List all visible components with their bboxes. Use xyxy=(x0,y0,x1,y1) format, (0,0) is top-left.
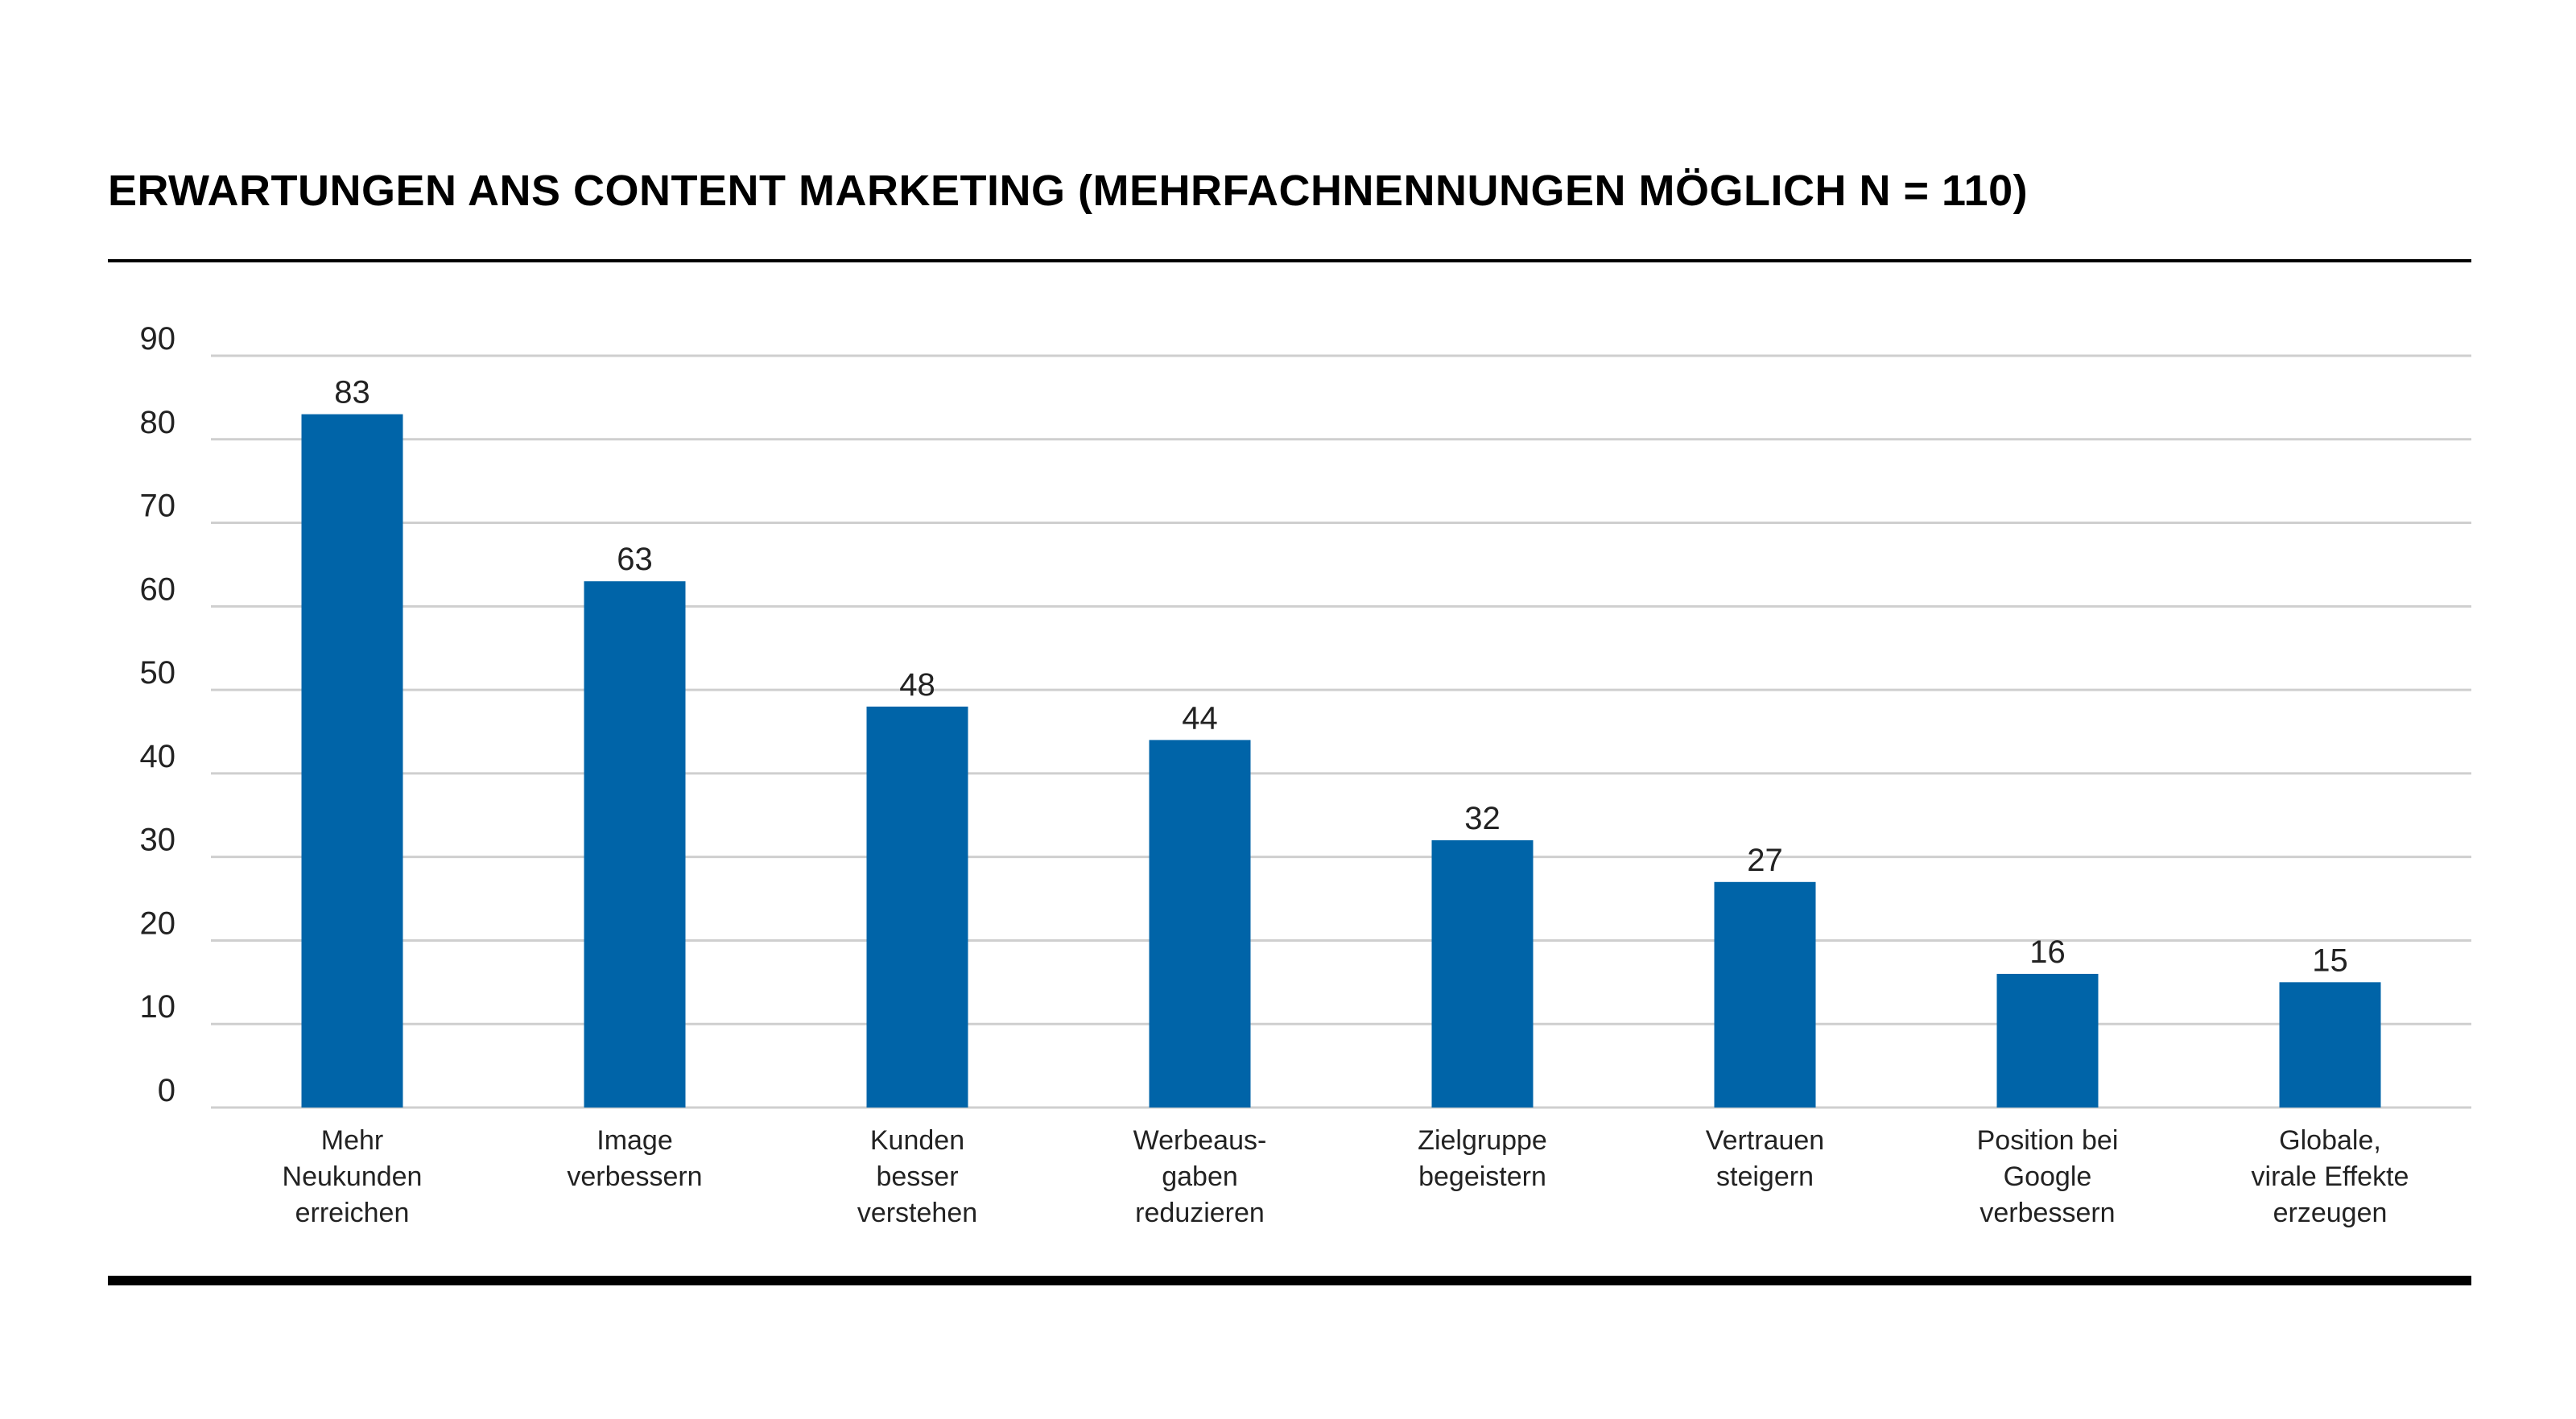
bar-value-label: 63 xyxy=(617,542,653,577)
bar xyxy=(1714,881,1816,1108)
category-label-line: reduzieren xyxy=(1135,1198,1265,1228)
bar-value-label: 48 xyxy=(899,667,935,703)
category-label: Vertrauen steigern xyxy=(1706,1125,1824,1192)
bar xyxy=(1431,839,1534,1108)
category-label-line: gaben xyxy=(1162,1161,1238,1192)
category-label-line: Vertrauen xyxy=(1706,1125,1824,1156)
category-label-line: Zielgruppe xyxy=(1418,1125,1547,1156)
y-tick-label: 60 xyxy=(140,571,176,607)
value-labels: 83 63 48 44 32 27 16 15 xyxy=(334,375,2348,979)
y-tick-label: 40 xyxy=(140,739,176,774)
y-tick-label: 10 xyxy=(140,989,176,1025)
bar xyxy=(2279,982,2381,1108)
category-label-line: Kunden xyxy=(870,1125,964,1156)
gridlines xyxy=(211,354,2471,1109)
category-label-line: erreichen xyxy=(295,1198,410,1228)
bar-value-label: 27 xyxy=(1747,843,1783,878)
y-axis-ticks: 0 10 20 30 40 50 60 70 80 90 xyxy=(140,321,176,1108)
category-label-line: Globale, xyxy=(2279,1125,2381,1156)
bar xyxy=(301,414,403,1108)
bars xyxy=(301,414,2381,1108)
category-label-line: erzeugen xyxy=(2273,1198,2388,1228)
y-tick-label: 90 xyxy=(140,321,176,357)
y-tick-label: 0 xyxy=(158,1073,175,1108)
category-label-line: steigern xyxy=(1716,1161,1814,1192)
category-label-line: verbessern xyxy=(567,1161,702,1192)
bar xyxy=(866,706,968,1108)
category-label-line: Google xyxy=(2004,1161,2092,1192)
y-tick-label: 30 xyxy=(140,823,176,858)
bottom-divider xyxy=(108,1276,2471,1285)
category-label-line: verstehen xyxy=(857,1198,977,1228)
category-label: Image verbessern xyxy=(567,1125,702,1192)
category-label-line: Position bei xyxy=(1977,1125,2119,1156)
category-label: Werbeaus-gaben reduzieren xyxy=(1133,1125,1267,1228)
title-divider xyxy=(108,259,2471,262)
category-label: Mehr Neukunden erreichen xyxy=(283,1125,423,1228)
category-label-line: verbessern xyxy=(1979,1198,2115,1228)
bar-value-label: 83 xyxy=(334,375,370,410)
y-tick-label: 20 xyxy=(140,905,176,941)
category-label-line: begeistern xyxy=(1418,1161,1546,1192)
category-label-line: besser xyxy=(876,1161,958,1192)
bar xyxy=(1149,740,1251,1108)
bar xyxy=(1996,973,2099,1108)
bar-value-label: 15 xyxy=(2312,943,2348,978)
bar-value-label: 44 xyxy=(1182,700,1218,736)
y-tick-label: 70 xyxy=(140,489,176,524)
y-tick-label: 50 xyxy=(140,655,176,691)
category-label-line: Werbeaus- xyxy=(1133,1125,1267,1156)
category-label-line: virale Effekte xyxy=(2252,1161,2409,1192)
category-label-line: Neukunden xyxy=(283,1161,423,1192)
bar-value-label: 16 xyxy=(2029,934,2066,970)
category-label-line: Mehr xyxy=(321,1125,383,1156)
category-label: Zielgruppe begeistern xyxy=(1418,1125,1547,1192)
y-tick-label: 80 xyxy=(140,405,176,440)
category-label: Kunden besser verstehen xyxy=(857,1125,977,1228)
chart-title: ERWARTUNGEN ANS CONTENT MARKETING (MEHRF… xyxy=(108,167,2029,215)
bar xyxy=(584,581,686,1108)
category-label: Globale, virale Effekte erzeugen xyxy=(2252,1125,2409,1228)
bar-value-label: 32 xyxy=(1464,801,1501,836)
category-label-line: Image xyxy=(597,1125,673,1156)
category-labels: Mehr Neukunden erreichen Image verbessern Kun… xyxy=(283,1125,2409,1228)
category-label: Position bei Google verbessern xyxy=(1977,1125,2119,1228)
